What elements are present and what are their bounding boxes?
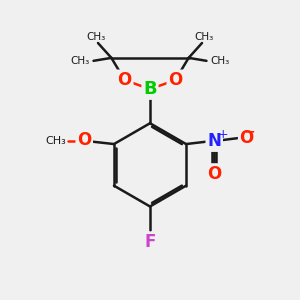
Text: N: N bbox=[207, 132, 221, 150]
Text: O: O bbox=[207, 165, 221, 183]
Text: +: + bbox=[217, 128, 228, 141]
Text: CH₃: CH₃ bbox=[210, 56, 229, 66]
Text: B: B bbox=[143, 80, 157, 98]
Text: CH₃: CH₃ bbox=[194, 32, 214, 41]
Text: O: O bbox=[118, 71, 132, 89]
Text: CH₃: CH₃ bbox=[46, 136, 66, 146]
Text: O: O bbox=[168, 71, 182, 89]
Text: N: N bbox=[207, 132, 221, 150]
Text: CH₃: CH₃ bbox=[71, 56, 90, 66]
Text: O: O bbox=[77, 130, 92, 148]
Text: O: O bbox=[239, 129, 254, 147]
Text: −: − bbox=[244, 124, 255, 139]
Text: CH₃: CH₃ bbox=[86, 32, 106, 41]
Text: F: F bbox=[144, 233, 156, 251]
